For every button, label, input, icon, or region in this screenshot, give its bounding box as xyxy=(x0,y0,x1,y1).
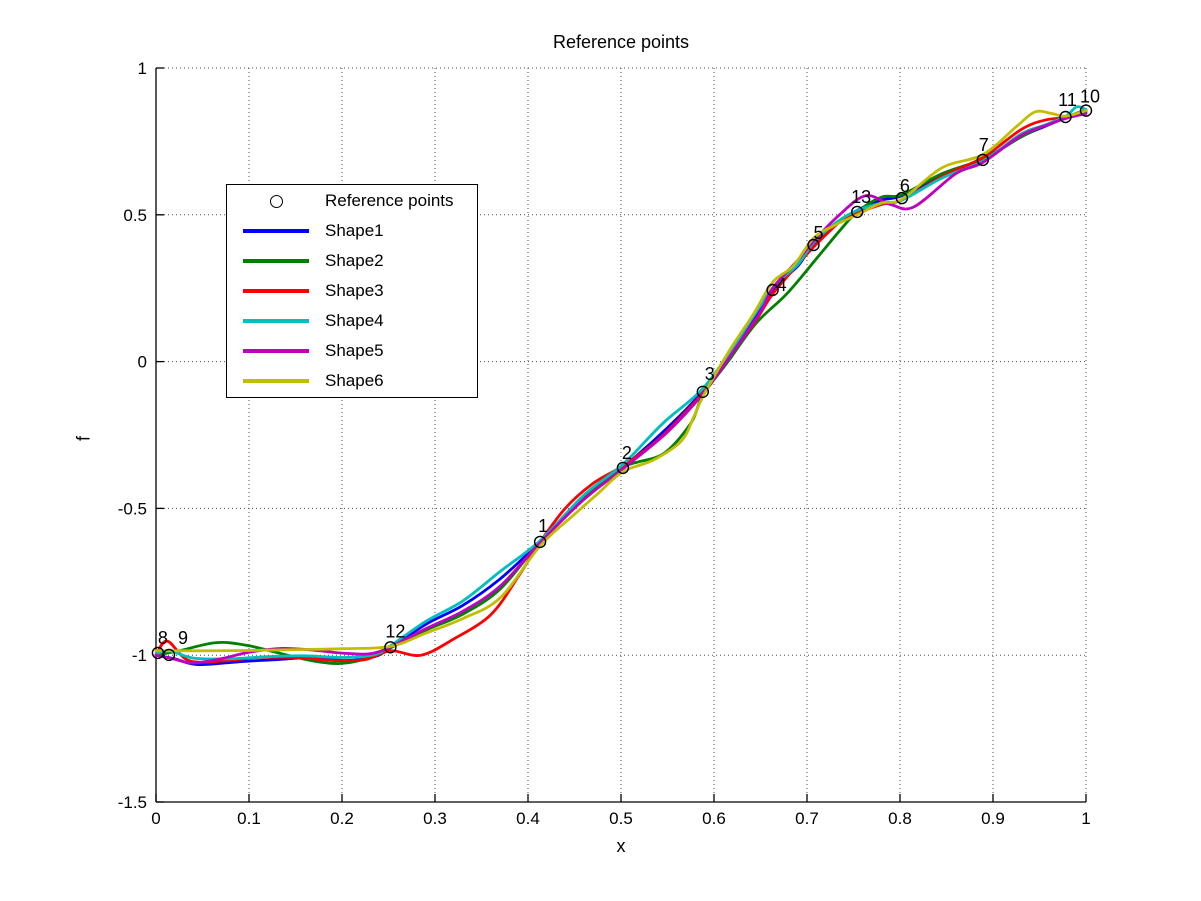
y-tick-label: 1 xyxy=(138,59,147,78)
reference-point-label-3: 3 xyxy=(705,364,715,384)
legend-item-shape4: Shape4 xyxy=(227,307,477,335)
reference-marker-2 xyxy=(616,461,630,475)
legend-line-swatch xyxy=(237,289,315,293)
reference-marker-1 xyxy=(533,535,547,549)
y-tick-label: -0.5 xyxy=(118,499,147,518)
reference-marker-6 xyxy=(895,191,909,205)
legend-item-shape6: Shape6 xyxy=(227,367,477,395)
x-axis-label: x xyxy=(616,836,626,856)
reference-point-label-13: 13 xyxy=(851,187,871,207)
y-tick-label: -1 xyxy=(132,646,147,665)
legend-circle-marker-icon xyxy=(237,194,315,208)
reference-point-label-12: 12 xyxy=(385,621,405,641)
legend-box: Reference points Shape1 Shape2 Shape3 Shape4… xyxy=(226,184,478,398)
legend-line-swatch xyxy=(237,349,315,353)
x-tick-label: 0.3 xyxy=(423,809,447,828)
legend-item-shape1: Shape1 xyxy=(227,217,477,245)
reference-marker-11 xyxy=(1059,110,1072,124)
reference-marker-5 xyxy=(807,238,820,252)
curve-shape2 xyxy=(154,108,1088,665)
y-axis-label: f xyxy=(73,436,94,442)
reference-marker-7 xyxy=(976,153,989,167)
reference-marker-12 xyxy=(384,641,397,654)
x-tick-label: 0.2 xyxy=(330,809,354,828)
legend-line-swatch xyxy=(237,229,315,233)
y-tick-label: 0 xyxy=(138,353,147,372)
x-tick-label: 0.9 xyxy=(981,809,1005,828)
legend-label: Shape5 xyxy=(325,341,384,360)
reference-point-label-11: 11 xyxy=(1058,90,1077,110)
x-tick-label: 0.6 xyxy=(702,809,726,828)
reference-point-label-9: 9 xyxy=(178,628,188,648)
reference-point-label-10: 10 xyxy=(1080,87,1100,107)
legend-line-swatch xyxy=(237,379,315,383)
legend-label: Shape6 xyxy=(325,371,384,390)
x-tick-label: 0 xyxy=(151,809,160,828)
legend-line-swatch xyxy=(237,319,315,323)
reference-point-label-8: 8 xyxy=(158,628,168,648)
reference-marker-4 xyxy=(766,283,779,297)
reference-point-label-5: 5 xyxy=(813,223,823,243)
reference-marker-9 xyxy=(162,648,176,662)
legend-item-shape2: Shape2 xyxy=(227,247,477,275)
x-tick-label: 0.7 xyxy=(795,809,819,828)
legend-label: Shape3 xyxy=(325,281,384,300)
reference-marker-10 xyxy=(1079,104,1093,117)
x-tick-label: 0.5 xyxy=(609,809,633,828)
legend-label: Shape1 xyxy=(325,221,384,240)
legend-label: Reference points xyxy=(325,191,454,210)
chart-title: Reference points xyxy=(552,32,690,52)
legend-item-shape5: Shape5 xyxy=(227,337,477,365)
reference-marker-3 xyxy=(696,385,709,398)
y-tick-label: -1.5 xyxy=(118,793,147,812)
reference-point-label-2: 2 xyxy=(622,443,632,463)
legend-item-shape3: Shape3 xyxy=(227,277,477,305)
x-tick-label: 1 xyxy=(1081,809,1090,828)
y-tick-label: 0.5 xyxy=(123,206,147,225)
reference-point-label-7: 7 xyxy=(979,135,989,155)
reference-point-label-4: 4 xyxy=(777,275,787,295)
reference-marker-13 xyxy=(851,205,864,219)
legend-line-swatch xyxy=(237,259,315,263)
x-tick-label: 0.4 xyxy=(516,809,540,828)
x-tick-label: 0.8 xyxy=(888,809,912,828)
legend-item-reference-points: Reference points xyxy=(227,187,477,215)
legend-label: Shape4 xyxy=(325,311,384,330)
reference-point-label-6: 6 xyxy=(900,176,910,196)
reference-point-label-1: 1 xyxy=(538,516,548,536)
x-tick-label: 0.1 xyxy=(237,809,261,828)
legend-label: Shape2 xyxy=(325,251,384,270)
